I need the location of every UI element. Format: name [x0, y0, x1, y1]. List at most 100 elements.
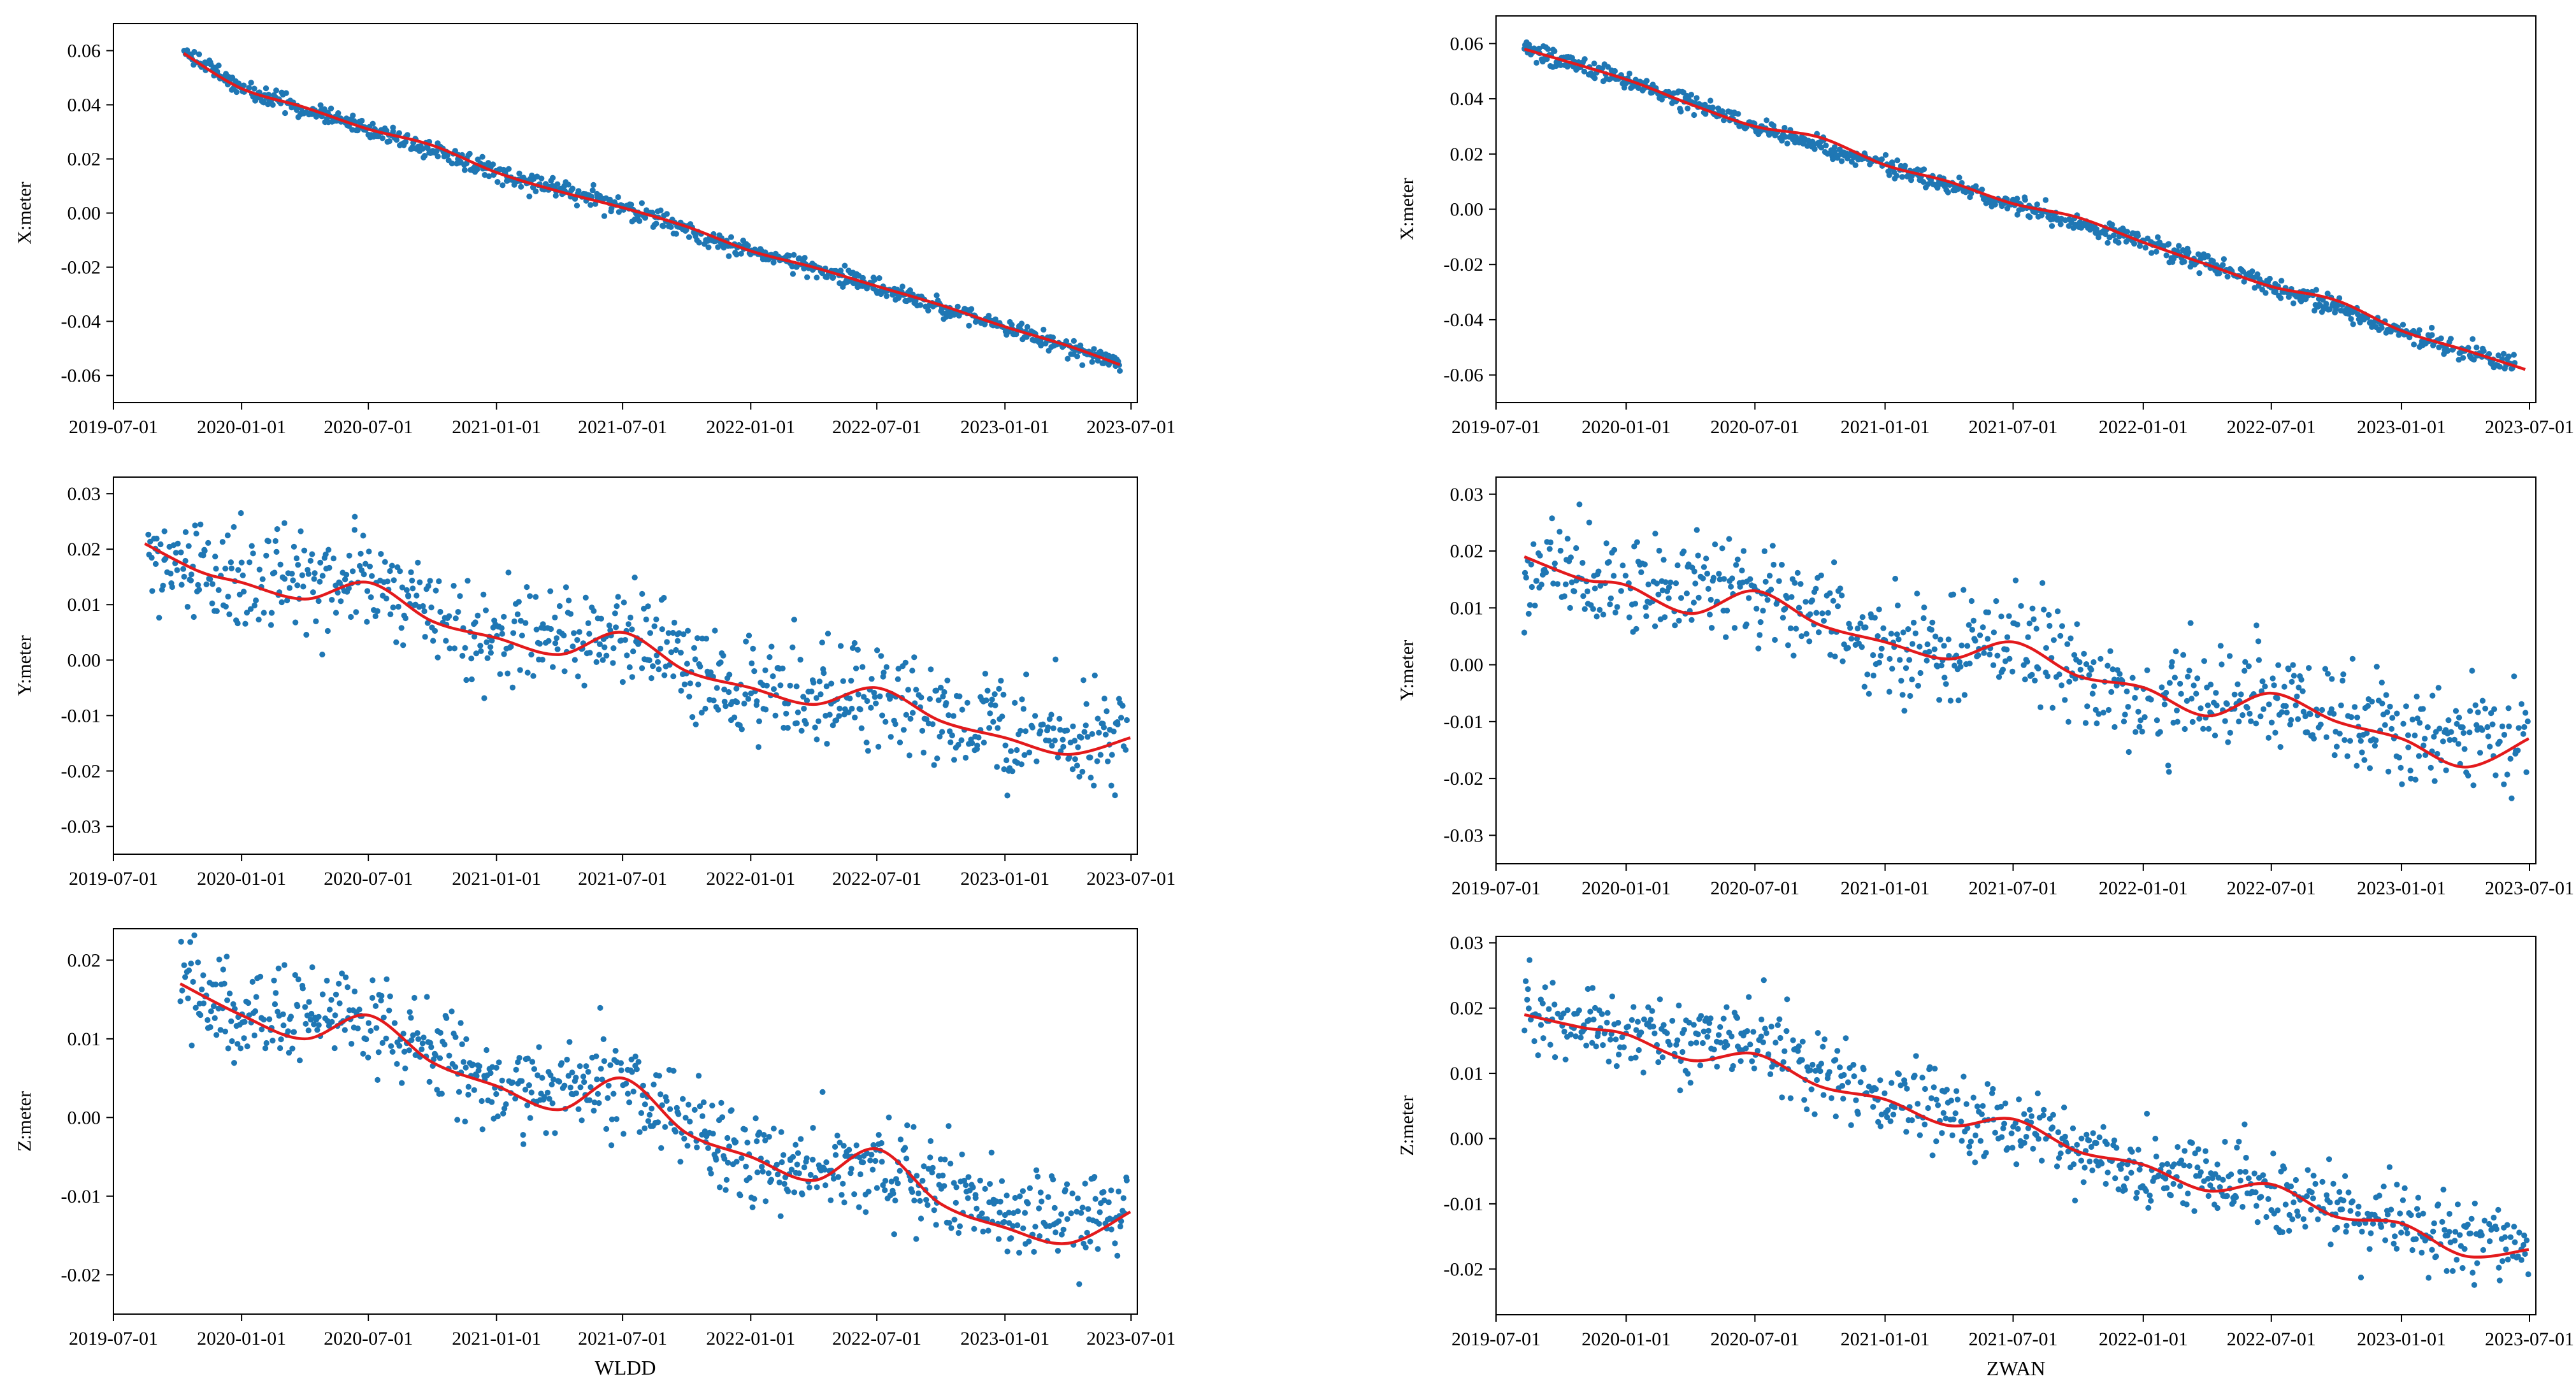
scatter-point	[1012, 1194, 1018, 1201]
scatter-point	[191, 48, 198, 55]
scatter-point	[833, 1152, 839, 1158]
scatter-point	[554, 181, 561, 187]
scatter-point	[629, 674, 635, 680]
scatter-point	[2328, 1241, 2334, 1248]
scatter-point	[1855, 1111, 1861, 1117]
scatter-point	[998, 1178, 1005, 1184]
scatter-point	[500, 182, 506, 189]
scatter-point	[895, 1180, 901, 1187]
scatter-point	[681, 1135, 687, 1142]
scatter-point	[1578, 1034, 1584, 1041]
x-tick-label: 2021-01-01	[452, 1328, 541, 1349]
scatter-point	[1782, 134, 1788, 140]
scatter-point	[335, 589, 341, 596]
scatter-point	[387, 611, 394, 618]
scatter-point	[2025, 1125, 2031, 1131]
scatter-point	[671, 619, 677, 626]
scatter-point	[574, 637, 580, 643]
scatter-point	[1643, 613, 1650, 620]
scatter-point	[1715, 1032, 1722, 1038]
scatter-point	[1831, 559, 1838, 566]
scatter-point	[1105, 758, 1111, 764]
scatter-point	[847, 695, 853, 702]
scatter-point	[2302, 1224, 2308, 1230]
scatter-point	[737, 1192, 744, 1199]
scatter-point	[1551, 561, 1558, 567]
scatter-point	[608, 1116, 615, 1122]
scatter-point	[696, 1073, 702, 1079]
scatter-point	[663, 1098, 670, 1104]
scatter-point	[1626, 70, 1632, 77]
scatter-point	[1758, 1033, 1764, 1040]
scatter-point	[1604, 1010, 1611, 1016]
scatter-point	[1726, 536, 1732, 542]
scatter-point	[1552, 1054, 1558, 1061]
scatter-point	[1651, 1030, 1658, 1036]
scatter-point	[536, 640, 543, 647]
scatter-point	[1840, 1096, 1846, 1102]
scatter-point	[2378, 1224, 2384, 1230]
scatter-point	[2072, 675, 2078, 682]
scatter-point	[2066, 678, 2073, 685]
x-tick-label: 2021-07-01	[578, 868, 667, 889]
scatter-point	[484, 639, 490, 645]
scatter-point	[253, 597, 259, 604]
scatter-point	[691, 1106, 698, 1113]
scatter-point	[2033, 626, 2040, 632]
scatter-point	[911, 1198, 917, 1204]
scatter-point	[2012, 1120, 2018, 1126]
scatter-point	[2004, 634, 2011, 640]
scatter-point	[840, 1143, 847, 1149]
scatter-point	[789, 263, 795, 269]
scatter-point	[1069, 766, 1076, 773]
scatter-point	[2178, 1157, 2185, 1164]
scatter-point	[2103, 1180, 2109, 1187]
scatter-point	[784, 725, 791, 731]
scatter-point	[766, 654, 773, 661]
scatter-point	[1917, 643, 1923, 650]
scatter-point	[929, 1170, 935, 1176]
scatter-point	[497, 671, 503, 677]
scatter-point	[1943, 1115, 1949, 1122]
scatter-point	[626, 664, 633, 671]
scatter-point	[296, 1057, 303, 1064]
scatter-point	[2240, 712, 2246, 719]
scatter-point	[2177, 680, 2184, 687]
scatter-point	[473, 1073, 480, 1079]
scatter-point	[1611, 68, 1618, 75]
x-tick-label: 2022-07-01	[2227, 417, 2316, 438]
y-tick-label: -0.04	[1444, 310, 1484, 331]
scatter-point	[572, 657, 578, 663]
scatter-point	[1990, 662, 1997, 668]
scatter-point	[282, 110, 289, 117]
scatter-point	[2349, 655, 2356, 662]
scatter-point	[1652, 623, 1659, 629]
scatter-point	[1019, 1188, 1026, 1194]
scatter-point	[700, 1099, 707, 1106]
scatter-point	[268, 610, 275, 616]
scatter-point	[992, 702, 998, 708]
scatter-point	[687, 680, 693, 687]
scatter-point	[277, 561, 284, 568]
scatter-point	[2416, 327, 2422, 333]
scatter-point	[1014, 747, 1020, 754]
scatter-point	[348, 613, 354, 620]
scatter-point	[705, 244, 712, 250]
scatter-point	[1054, 1248, 1061, 1254]
scatter-point	[1820, 618, 1827, 624]
scatter-point	[899, 283, 905, 290]
scatter-point	[1062, 1187, 1069, 1193]
scatter-point	[963, 754, 969, 761]
scatter-point	[518, 183, 524, 190]
scatter-point	[2220, 262, 2226, 268]
scatter-point	[774, 1161, 780, 1168]
scatter-point	[2350, 321, 2356, 327]
scatter-point	[2286, 1212, 2292, 1218]
scatter-point	[2125, 704, 2131, 710]
scatter-point	[2113, 1145, 2120, 1151]
scatter-point	[1830, 156, 1836, 162]
scatter-point	[728, 1107, 735, 1113]
scatter-point	[1523, 575, 1529, 581]
scatter-point	[865, 748, 871, 754]
scatter-point	[2429, 692, 2436, 699]
